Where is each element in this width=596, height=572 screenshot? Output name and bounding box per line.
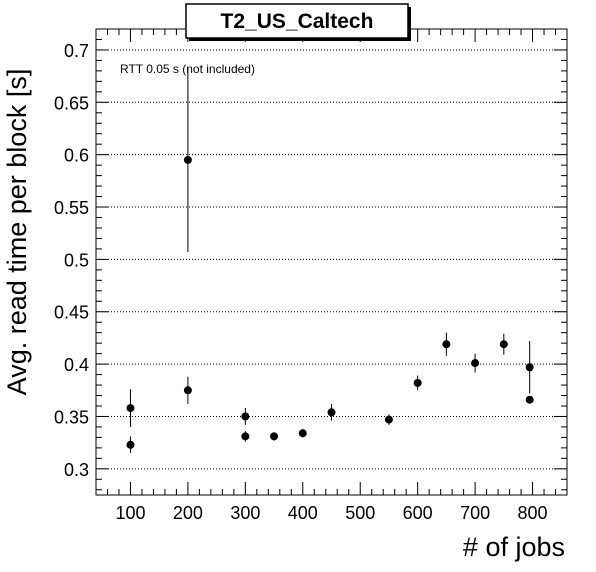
y-axis-label: Avg. read time per block [s] (2, 69, 32, 396)
tick-labels: 0.3 0.35 0.4 0.45 0.5 0.55 0.6 0.65 0.7 100 200 300… (54, 41, 548, 523)
data-point (183, 155, 192, 164)
data-point (126, 440, 135, 449)
x-tick-label: 500 (345, 503, 375, 523)
title-box: T2_US_Caltech (185, 3, 411, 41)
data-point (471, 359, 480, 368)
data-point (270, 432, 279, 441)
y-tick-label: 0.5 (64, 250, 89, 270)
y-tick-label: 0.6 (64, 146, 89, 166)
data-point (183, 386, 192, 395)
y-tick-label: 0.45 (54, 303, 89, 323)
x-tick-label: 600 (403, 503, 433, 523)
data-point (327, 408, 336, 417)
y-tick-label: 0.55 (54, 198, 89, 218)
data-point (384, 415, 393, 424)
data-point (298, 429, 307, 438)
x-tick-label: 300 (230, 503, 260, 523)
error-bars (129, 67, 531, 454)
data-point (413, 378, 422, 387)
annotation-text: RTT 0.05 s (not included) (120, 62, 255, 76)
chart-title: T2_US_Caltech (221, 10, 374, 33)
y-tick-label: 0.65 (54, 93, 89, 113)
y-tick-label: 0.3 (64, 460, 89, 480)
x-axis-label: # of jobs (463, 532, 565, 562)
x-tick-label: 400 (288, 503, 318, 523)
y-tick-label: 0.7 (64, 41, 89, 61)
x-tick-label: 200 (173, 503, 203, 523)
data-point (525, 363, 534, 372)
y-tick-label: 0.35 (54, 407, 89, 427)
data-point (442, 340, 451, 349)
data-point (241, 412, 250, 421)
grid-lines (96, 49, 567, 470)
x-tick-label: 800 (518, 503, 548, 523)
data-point (499, 340, 508, 349)
tick-marks (95, 28, 568, 495)
axes (95, 28, 568, 496)
plot-frame (95, 28, 568, 496)
data-point (241, 432, 250, 441)
data-points (126, 155, 534, 449)
data-point (126, 404, 135, 413)
y-tick-label: 0.4 (64, 355, 89, 375)
data-point (525, 395, 534, 404)
x-tick-label: 700 (460, 503, 490, 523)
x-tick-label: 100 (115, 503, 145, 523)
